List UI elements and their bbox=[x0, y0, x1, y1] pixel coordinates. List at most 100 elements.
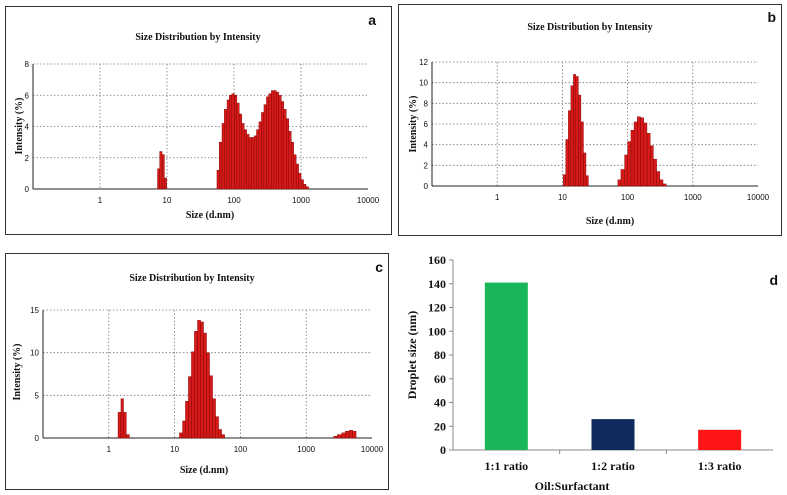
panel-a-histogram-bar bbox=[253, 135, 257, 190]
panel-a-histogram-bar bbox=[164, 177, 167, 190]
panel-a-histogram-bar bbox=[268, 93, 272, 190]
panel-a-histogram-bar bbox=[234, 95, 238, 190]
panel-a-histogram-bar bbox=[303, 184, 307, 190]
panel-d-bar bbox=[484, 282, 528, 450]
panel-b-histogram-bar bbox=[659, 179, 664, 187]
panel-b-xtick-label: 1 bbox=[495, 193, 500, 202]
panel-b-histogram-bar bbox=[662, 183, 667, 187]
panel-b-histogram-bar bbox=[578, 94, 582, 187]
panel-b-xtick-label: 1000 bbox=[684, 193, 702, 202]
panel-b-histogram-bar bbox=[646, 133, 651, 187]
panel-b-ylabel: Intensity (%) bbox=[408, 96, 419, 153]
panel-b-histogram-bar bbox=[637, 116, 641, 187]
panel-c-xtick-label: 1000 bbox=[297, 445, 315, 454]
panel-a-histogram-bar bbox=[243, 129, 247, 190]
panel-a-ytick-label: 2 bbox=[25, 154, 30, 163]
panel-c-ylabel: Intensity (%) bbox=[12, 344, 23, 401]
panel-a-histogram-bar bbox=[231, 93, 235, 190]
panel-a-xtick-label: 10 bbox=[163, 196, 172, 205]
panel-a bbox=[5, 6, 392, 235]
panel-c-ytick-label: 15 bbox=[30, 306, 39, 315]
panel-b-ytick-label: 4 bbox=[424, 141, 429, 150]
panel-a-title: Size Distribution by Intensity bbox=[135, 32, 260, 43]
panel-a-histogram-bar bbox=[246, 134, 250, 190]
panel-b-histogram-bar bbox=[627, 141, 632, 187]
panel-c-histogram-bar bbox=[212, 398, 216, 439]
panel-a-histogram-bar bbox=[298, 173, 302, 190]
panel-a-xtick-label: 1 bbox=[98, 196, 103, 205]
panel-d-ytick-label: 120 bbox=[428, 301, 446, 315]
panel-b-histogram-bar bbox=[570, 85, 574, 187]
panel-a-xtick-label: 10000 bbox=[357, 196, 380, 205]
panel-b-histogram-bar bbox=[580, 121, 584, 187]
panel-a-histogram-bar bbox=[258, 121, 262, 190]
panel-b-xlabel: Size (d.nm) bbox=[586, 216, 634, 227]
panel-b-title: Size Distribution by Intensity bbox=[527, 22, 652, 33]
panel-a-histogram-bar bbox=[278, 95, 282, 190]
panel-c-histogram-bar bbox=[349, 430, 353, 439]
panel-b-ytick-label: 10 bbox=[419, 79, 428, 88]
panel-c-xtick-label: 1 bbox=[107, 445, 112, 454]
panel-a-xtick-label: 1000 bbox=[292, 196, 310, 205]
panel-c-xtick-label: 100 bbox=[234, 445, 248, 454]
panel-b-histogram-bar bbox=[563, 174, 567, 187]
panel-c-histogram-bar bbox=[341, 432, 346, 439]
panel-b-histogram-bar bbox=[575, 76, 579, 187]
panel-d-xtick-label: 1:1 ratio bbox=[485, 459, 529, 473]
panel-c-ytick-label: 10 bbox=[30, 349, 39, 358]
panel-c-histogram-bar bbox=[345, 430, 350, 439]
panel-a-histogram-bar bbox=[295, 163, 299, 190]
panel-a-histogram-bar bbox=[226, 99, 230, 190]
panel-c-letter: c bbox=[375, 259, 383, 275]
panel-c-xlabel: Size (d.nm) bbox=[180, 465, 228, 476]
panel-c-xtick-label: 10 bbox=[170, 445, 179, 454]
panel-c-histogram-bar bbox=[221, 434, 225, 439]
panel-b-histogram-bar bbox=[573, 74, 577, 187]
panel-a-xtick-label: 100 bbox=[227, 196, 241, 205]
panel-c-title: Size Distribution by Intensity bbox=[129, 273, 254, 284]
panel-d-ylabel: Droplet size (nm) bbox=[405, 311, 419, 399]
panel-d-ytick-label: 0 bbox=[440, 443, 446, 457]
panel-b-ytick-label: 8 bbox=[424, 99, 429, 108]
panel-d-ytick-label: 20 bbox=[434, 419, 446, 433]
panel-b-letter: b bbox=[767, 9, 776, 25]
panel-b bbox=[398, 4, 782, 236]
panel-b-ytick-label: 2 bbox=[424, 161, 429, 170]
panel-c-histogram-bar bbox=[185, 401, 189, 439]
panel-a-histogram-bar bbox=[273, 90, 277, 190]
panel-c-histogram-bar bbox=[337, 434, 342, 439]
panel-c-histogram-bar bbox=[203, 332, 207, 439]
panel-b-histogram-bar bbox=[585, 175, 589, 187]
panel-a-letter: a bbox=[368, 12, 376, 28]
panel-b-histogram-bar bbox=[640, 117, 644, 187]
panel-a-histogram-bar bbox=[256, 129, 260, 190]
panel-a-ylabel: Intensity (%) bbox=[14, 98, 25, 155]
panel-a-histogram-bar bbox=[288, 130, 292, 190]
panel-a-histogram-bar bbox=[283, 109, 287, 190]
panel-c-histogram-bar bbox=[206, 352, 210, 439]
panel-d-ytick-label: 140 bbox=[428, 277, 446, 291]
panel-a-histogram-bar bbox=[221, 123, 225, 190]
panel-b-histogram-bar bbox=[624, 154, 628, 187]
panel-b-ytick-label: 12 bbox=[419, 58, 428, 67]
panel-a-histogram-bar bbox=[251, 137, 255, 190]
panel-a-ytick-label: 6 bbox=[25, 91, 30, 100]
panel-c-ytick-label: 5 bbox=[35, 391, 40, 400]
panel-b-histogram-bar bbox=[583, 152, 587, 187]
panel-b-ytick-label: 0 bbox=[424, 182, 429, 191]
panel-a-histogram-bar bbox=[219, 141, 223, 190]
panel-b-histogram-bar bbox=[620, 169, 625, 187]
panel-a-histogram-bar bbox=[286, 118, 289, 190]
panel-a-histogram-bar bbox=[248, 137, 252, 190]
panel-b-xtick-label: 100 bbox=[621, 193, 635, 202]
panel-c-histogram-bar bbox=[182, 420, 186, 439]
panel-a-histogram-bar bbox=[293, 154, 297, 190]
panel-d-xtick-label: 1:3 ratio bbox=[698, 459, 742, 473]
panel-d-letter: d bbox=[769, 272, 778, 288]
panel-a-histogram-bar bbox=[276, 91, 280, 190]
panel-a-histogram-bar bbox=[216, 170, 220, 190]
panel-b-histogram-bar bbox=[630, 129, 635, 187]
panel-b-histogram-bar bbox=[643, 122, 648, 187]
